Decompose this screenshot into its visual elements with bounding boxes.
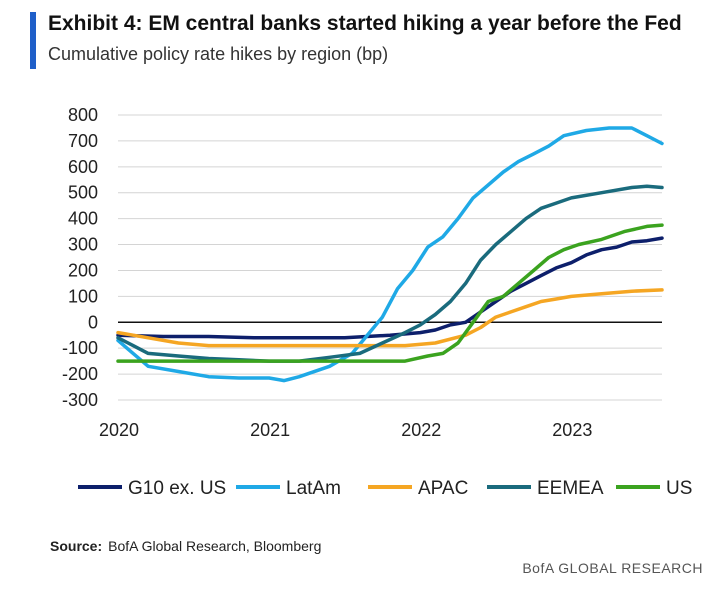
- y-tick-label: 600: [68, 157, 98, 177]
- legend-label: APAC: [418, 478, 468, 499]
- x-tick-label: 2020: [99, 420, 139, 440]
- y-tick-label: -200: [62, 364, 98, 384]
- y-tick-label: 800: [68, 105, 98, 125]
- series-line-g10-ex-us: [116, 236, 664, 340]
- series-lines: [116, 126, 664, 383]
- brand-watermark: BofA GLOBAL RESEARCH: [522, 560, 703, 576]
- legend-label: EEMEA: [537, 478, 604, 499]
- y-tick-label: 100: [68, 286, 98, 306]
- x-tick-label: 2021: [250, 420, 290, 440]
- y-tick-label: -100: [62, 338, 98, 358]
- y-tick-label: 400: [68, 209, 98, 229]
- y-tick-label: 500: [68, 183, 98, 203]
- series-line-latam: [116, 126, 664, 383]
- legend-label: US: [666, 478, 692, 499]
- source-text: BofA Global Research, Bloomberg: [108, 538, 322, 554]
- chart-title: Exhibit 4: EM central banks started hiki…: [48, 12, 682, 35]
- y-tick-label: 200: [68, 260, 98, 280]
- legend-label: LatAm: [286, 478, 341, 499]
- x-tick-label: 2023: [552, 420, 592, 440]
- y-tick-label: 700: [68, 131, 98, 151]
- x-tick-label: 2022: [401, 420, 441, 440]
- legend-label: G10 ex. US: [128, 478, 226, 499]
- source-label: Source:: [50, 538, 103, 554]
- legend: G10 ex. US LatAm APAC EEMEA US: [78, 478, 692, 499]
- y-tick-label: -300: [62, 390, 98, 410]
- gridlines: [118, 114, 662, 401]
- series-line-eemea: [116, 184, 664, 363]
- series-line-us: [116, 223, 664, 363]
- y-axis-ticks: 800 700 600 500 400 300 200 100 0 -100 -200 -300: [62, 105, 98, 410]
- x-axis-ticks: 2020 2021 2022 2023: [99, 420, 592, 440]
- chart-subtitle: Cumulative policy rate hikes by region (…: [48, 44, 389, 64]
- y-tick-label: 300: [68, 235, 98, 255]
- source-note: Source: BofA Global Research, Bloomberg: [50, 538, 321, 554]
- y-tick-label: 0: [88, 312, 98, 332]
- title-accent-bar: [30, 12, 36, 69]
